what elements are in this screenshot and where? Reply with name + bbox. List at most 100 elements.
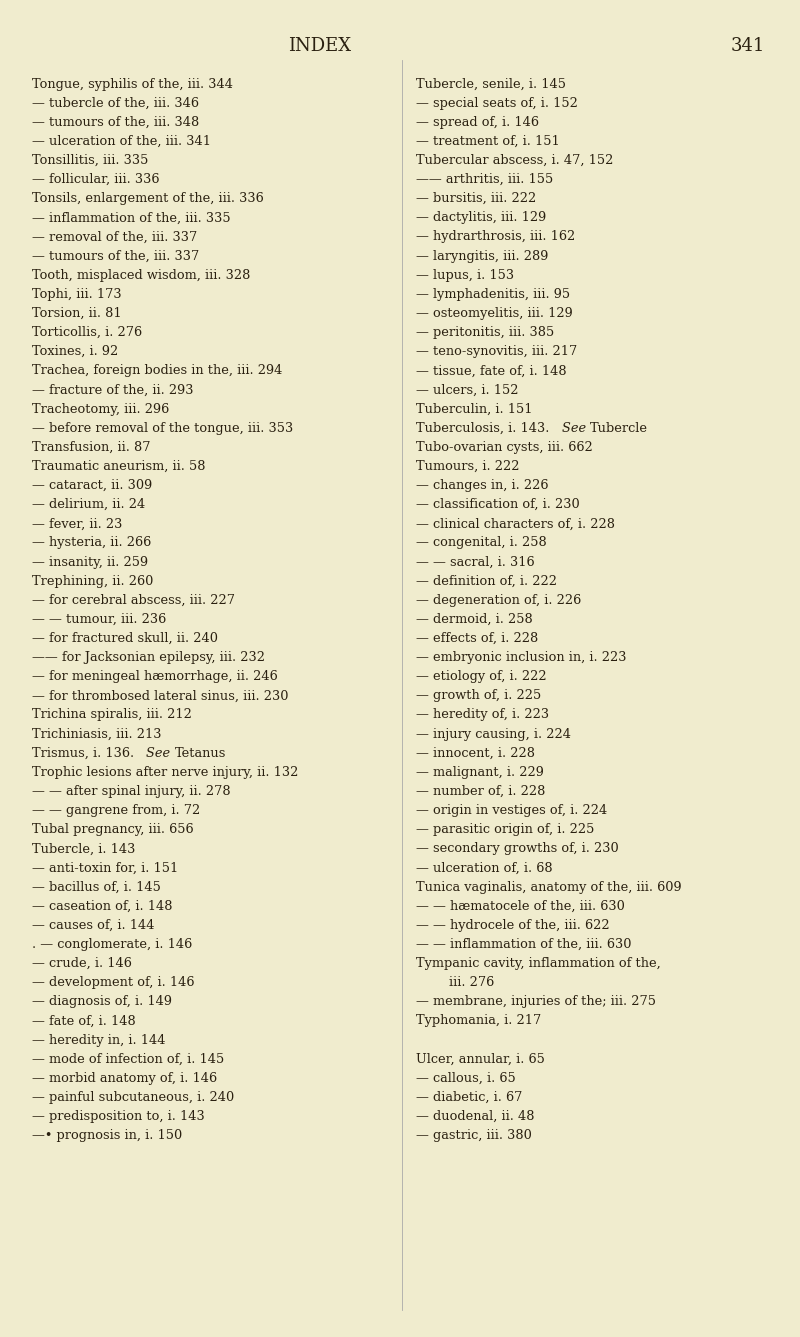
Text: — hysteria, ii. 266: — hysteria, ii. 266 (32, 536, 151, 550)
Text: — diabetic, i. 67: — diabetic, i. 67 (416, 1091, 522, 1104)
Text: —— for Jacksonian epilepsy, iii. 232: —— for Jacksonian epilepsy, iii. 232 (32, 651, 265, 664)
Text: — bursitis, iii. 222: — bursitis, iii. 222 (416, 193, 536, 206)
Text: See: See (146, 747, 174, 759)
Text: — growth of, i. 225: — growth of, i. 225 (416, 690, 542, 702)
Text: — removal of the, iii. 337: — removal of the, iii. 337 (32, 230, 198, 243)
Text: — malignant, i. 229: — malignant, i. 229 (416, 766, 544, 779)
Text: Trichiniasis, iii. 213: Trichiniasis, iii. 213 (32, 727, 162, 741)
Text: — dermoid, i. 258: — dermoid, i. 258 (416, 612, 533, 626)
Text: — classification of, i. 230: — classification of, i. 230 (416, 499, 580, 511)
Text: — — hydrocele of the, iii. 622: — — hydrocele of the, iii. 622 (416, 919, 610, 932)
Text: — ulcers, i. 152: — ulcers, i. 152 (416, 384, 518, 397)
Text: — morbid anatomy of, i. 146: — morbid anatomy of, i. 146 (32, 1072, 217, 1084)
Text: — crude, i. 146: — crude, i. 146 (32, 957, 132, 971)
Text: Torticollis, i. 276: Torticollis, i. 276 (32, 326, 142, 340)
Text: Tonsillitis, iii. 335: Tonsillitis, iii. 335 (32, 154, 148, 167)
Text: — etiology of, i. 222: — etiology of, i. 222 (416, 670, 546, 683)
Text: — insanity, ii. 259: — insanity, ii. 259 (32, 556, 148, 568)
Text: — lupus, i. 153: — lupus, i. 153 (416, 269, 514, 282)
Text: — congenital, i. 258: — congenital, i. 258 (416, 536, 546, 550)
Text: — embryonic inclusion in, i. 223: — embryonic inclusion in, i. 223 (416, 651, 626, 664)
Text: — — hæmatocele of the, iii. 630: — — hæmatocele of the, iii. 630 (416, 900, 625, 913)
Text: — for meningeal hæmorrhage, ii. 246: — for meningeal hæmorrhage, ii. 246 (32, 670, 278, 683)
Text: — peritonitis, iii. 385: — peritonitis, iii. 385 (416, 326, 554, 340)
Text: — special seats of, i. 152: — special seats of, i. 152 (416, 96, 578, 110)
Text: — delirium, ii. 24: — delirium, ii. 24 (32, 499, 146, 511)
Text: — injury causing, i. 224: — injury causing, i. 224 (416, 727, 571, 741)
Text: Tonsils, enlargement of the, iii. 336: Tonsils, enlargement of the, iii. 336 (32, 193, 264, 206)
Text: — ulceration of, i. 68: — ulceration of, i. 68 (416, 861, 553, 874)
Text: Tracheotomy, iii. 296: Tracheotomy, iii. 296 (32, 402, 170, 416)
Text: Tubal pregnancy, iii. 656: Tubal pregnancy, iii. 656 (32, 824, 194, 836)
Text: Tubo-ovarian cysts, iii. 662: Tubo-ovarian cysts, iii. 662 (416, 441, 593, 453)
Text: — number of, i. 228: — number of, i. 228 (416, 785, 546, 798)
Text: Trismus, i. 136.: Trismus, i. 136. (32, 747, 146, 759)
Text: — origin in vestiges of, i. 224: — origin in vestiges of, i. 224 (416, 804, 607, 817)
Text: — innocent, i. 228: — innocent, i. 228 (416, 747, 535, 759)
Text: — parasitic origin of, i. 225: — parasitic origin of, i. 225 (416, 824, 594, 836)
Text: — causes of, i. 144: — causes of, i. 144 (32, 919, 154, 932)
Text: — membrane, injuries of the; iii. 275: — membrane, injuries of the; iii. 275 (416, 995, 656, 1008)
Text: Tumours, i. 222: Tumours, i. 222 (416, 460, 519, 473)
Text: — duodenal, ii. 48: — duodenal, ii. 48 (416, 1110, 534, 1123)
Text: — cataract, ii. 309: — cataract, ii. 309 (32, 479, 152, 492)
Text: Toxines, i. 92: Toxines, i. 92 (32, 345, 118, 358)
Text: — — tumour, iii. 236: — — tumour, iii. 236 (32, 612, 166, 626)
Text: Trephining, ii. 260: Trephining, ii. 260 (32, 575, 154, 588)
Text: — hydrarthrosis, iii. 162: — hydrarthrosis, iii. 162 (416, 230, 575, 243)
Text: — definition of, i. 222: — definition of, i. 222 (416, 575, 557, 588)
Text: — tissue, fate of, i. 148: — tissue, fate of, i. 148 (416, 365, 566, 377)
Text: — — after spinal injury, ii. 278: — — after spinal injury, ii. 278 (32, 785, 230, 798)
Text: — tumours of the, iii. 348: — tumours of the, iii. 348 (32, 116, 199, 128)
Text: Trichina spiralis, iii. 212: Trichina spiralis, iii. 212 (32, 709, 192, 722)
Text: — heredity in, i. 144: — heredity in, i. 144 (32, 1034, 166, 1047)
Text: — lymphadenitis, iii. 95: — lymphadenitis, iii. 95 (416, 287, 570, 301)
Text: — callous, i. 65: — callous, i. 65 (416, 1072, 516, 1084)
Text: Tongue, syphilis of the, iii. 344: Tongue, syphilis of the, iii. 344 (32, 78, 233, 91)
Text: Typhomania, i. 217: Typhomania, i. 217 (416, 1015, 542, 1027)
Text: — anti-toxin for, i. 151: — anti-toxin for, i. 151 (32, 861, 178, 874)
Text: Tympanic cavity, inflammation of the,: Tympanic cavity, inflammation of the, (416, 957, 661, 971)
Text: Traumatic aneurism, ii. 58: Traumatic aneurism, ii. 58 (32, 460, 206, 473)
Text: — dactylitis, iii. 129: — dactylitis, iii. 129 (416, 211, 546, 225)
Text: — spread of, i. 146: — spread of, i. 146 (416, 116, 539, 128)
Text: — bacillus of, i. 145: — bacillus of, i. 145 (32, 881, 161, 893)
Text: — mode of infection of, i. 145: — mode of infection of, i. 145 (32, 1052, 224, 1066)
Text: — painful subcutaneous, i. 240: — painful subcutaneous, i. 240 (32, 1091, 234, 1104)
Text: Tooth, misplaced wisdom, iii. 328: Tooth, misplaced wisdom, iii. 328 (32, 269, 250, 282)
Text: Tubercle, senile, i. 145: Tubercle, senile, i. 145 (416, 78, 566, 91)
Text: Tubercle: Tubercle (590, 421, 648, 435)
Text: — fracture of the, ii. 293: — fracture of the, ii. 293 (32, 384, 194, 397)
Text: — — sacral, i. 316: — — sacral, i. 316 (416, 556, 534, 568)
Text: Trophic lesions after nerve injury, ii. 132: Trophic lesions after nerve injury, ii. … (32, 766, 298, 779)
Text: — heredity of, i. 223: — heredity of, i. 223 (416, 709, 549, 722)
Text: Tuberculosis, i. 143.: Tuberculosis, i. 143. (416, 421, 562, 435)
Text: — follicular, iii. 336: — follicular, iii. 336 (32, 174, 159, 186)
Text: See: See (562, 421, 590, 435)
Text: — before removal of the tongue, iii. 353: — before removal of the tongue, iii. 353 (32, 421, 294, 435)
Text: — for fractured skull, ii. 240: — for fractured skull, ii. 240 (32, 632, 218, 644)
Text: — degeneration of, i. 226: — degeneration of, i. 226 (416, 594, 582, 607)
Text: — diagnosis of, i. 149: — diagnosis of, i. 149 (32, 995, 172, 1008)
Text: Tetanus: Tetanus (174, 747, 226, 759)
Text: — — inflammation of the, iii. 630: — — inflammation of the, iii. 630 (416, 939, 631, 951)
Text: Tophi, iii. 173: Tophi, iii. 173 (32, 287, 122, 301)
Text: — ulceration of the, iii. 341: — ulceration of the, iii. 341 (32, 135, 211, 148)
Text: — laryngitis, iii. 289: — laryngitis, iii. 289 (416, 250, 548, 262)
Text: — tumours of the, iii. 337: — tumours of the, iii. 337 (32, 250, 199, 262)
Text: Tubercular abscess, i. 47, 152: Tubercular abscess, i. 47, 152 (416, 154, 614, 167)
Text: INDEX: INDEX (289, 37, 351, 55)
Text: Transfusion, ii. 87: Transfusion, ii. 87 (32, 441, 150, 453)
Text: — fever, ii. 23: — fever, ii. 23 (32, 517, 122, 531)
Text: — caseation of, i. 148: — caseation of, i. 148 (32, 900, 173, 913)
Text: — gastric, iii. 380: — gastric, iii. 380 (416, 1128, 532, 1142)
Text: —• prognosis in, i. 150: —• prognosis in, i. 150 (32, 1128, 182, 1142)
Text: Tuberculin, i. 151: Tuberculin, i. 151 (416, 402, 533, 416)
Text: — for cerebral abscess, iii. 227: — for cerebral abscess, iii. 227 (32, 594, 235, 607)
Text: — effects of, i. 228: — effects of, i. 228 (416, 632, 538, 644)
Text: Ulcer, annular, i. 65: Ulcer, annular, i. 65 (416, 1052, 545, 1066)
Text: — development of, i. 146: — development of, i. 146 (32, 976, 194, 989)
Text: — tubercle of the, iii. 346: — tubercle of the, iii. 346 (32, 96, 199, 110)
Text: — for thrombosed lateral sinus, iii. 230: — for thrombosed lateral sinus, iii. 230 (32, 690, 289, 702)
Text: — treatment of, i. 151: — treatment of, i. 151 (416, 135, 560, 148)
